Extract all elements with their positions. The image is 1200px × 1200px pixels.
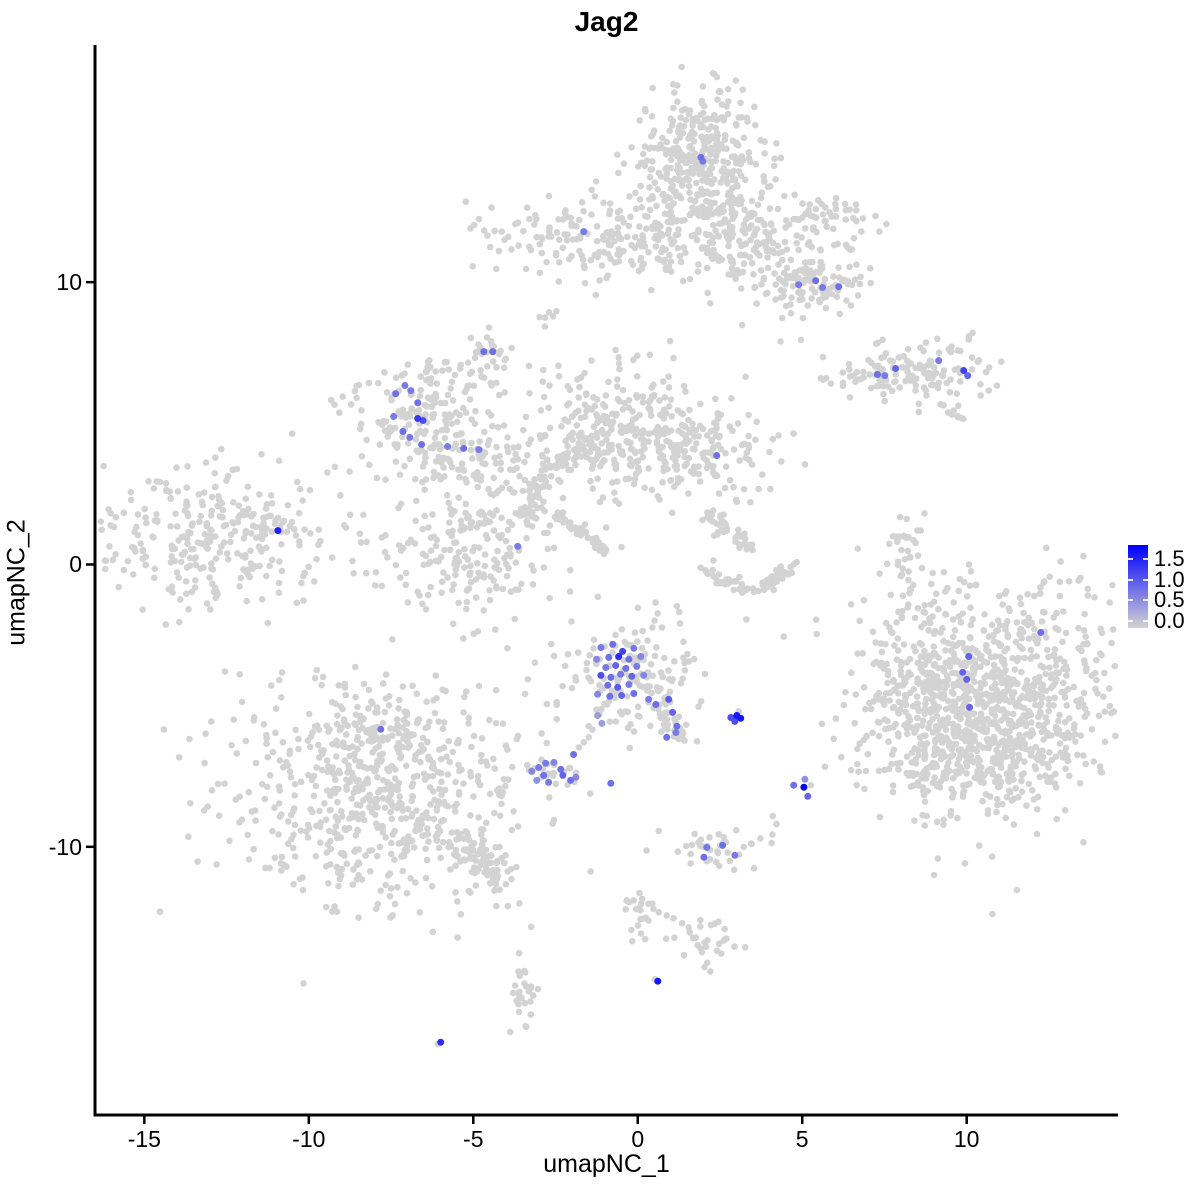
plot-title: Jag2: [574, 6, 639, 37]
grey-points-layer: [97, 63, 1119, 1048]
legend-tick-label: 0.0: [1154, 607, 1185, 633]
legend-bar-tick-mark: [1143, 599, 1148, 602]
legend-bar-tick-mark: [1143, 578, 1148, 581]
legend-bar-tick-mark: [1128, 558, 1133, 561]
legend-tick-label: 0.5: [1154, 587, 1185, 613]
legend-bar-tick-mark: [1128, 599, 1133, 602]
expression-points-layer: [274, 153, 1045, 1046]
y-axis-label: umapNC_2: [2, 519, 31, 646]
y-tick-label: 0: [69, 551, 82, 578]
axes-layer: [86, 45, 1118, 1124]
x-tick-label: -10: [292, 1126, 326, 1152]
y-tick-label: 10: [56, 269, 82, 296]
x-tick-label: -5: [463, 1126, 484, 1152]
legend-bar-tick-mark: [1143, 558, 1148, 561]
x-tick-label: 5: [795, 1126, 809, 1152]
x-axis-label: umapNC_1: [543, 1150, 670, 1178]
y-tick-label: -10: [48, 833, 82, 860]
legend-bar-tick-mark: [1128, 578, 1133, 581]
legend-tick-label: 1.0: [1154, 566, 1185, 592]
legend-tick-label: 1.5: [1154, 546, 1185, 572]
x-tick-label: 10: [953, 1126, 980, 1152]
legend-colorbar: [1128, 545, 1148, 628]
x-tick-label: -15: [127, 1126, 161, 1152]
legend-bar-tick-mark: [1128, 619, 1133, 622]
legend-bar-tick-mark: [1143, 619, 1148, 622]
x-tick-label: 0: [631, 1126, 645, 1152]
